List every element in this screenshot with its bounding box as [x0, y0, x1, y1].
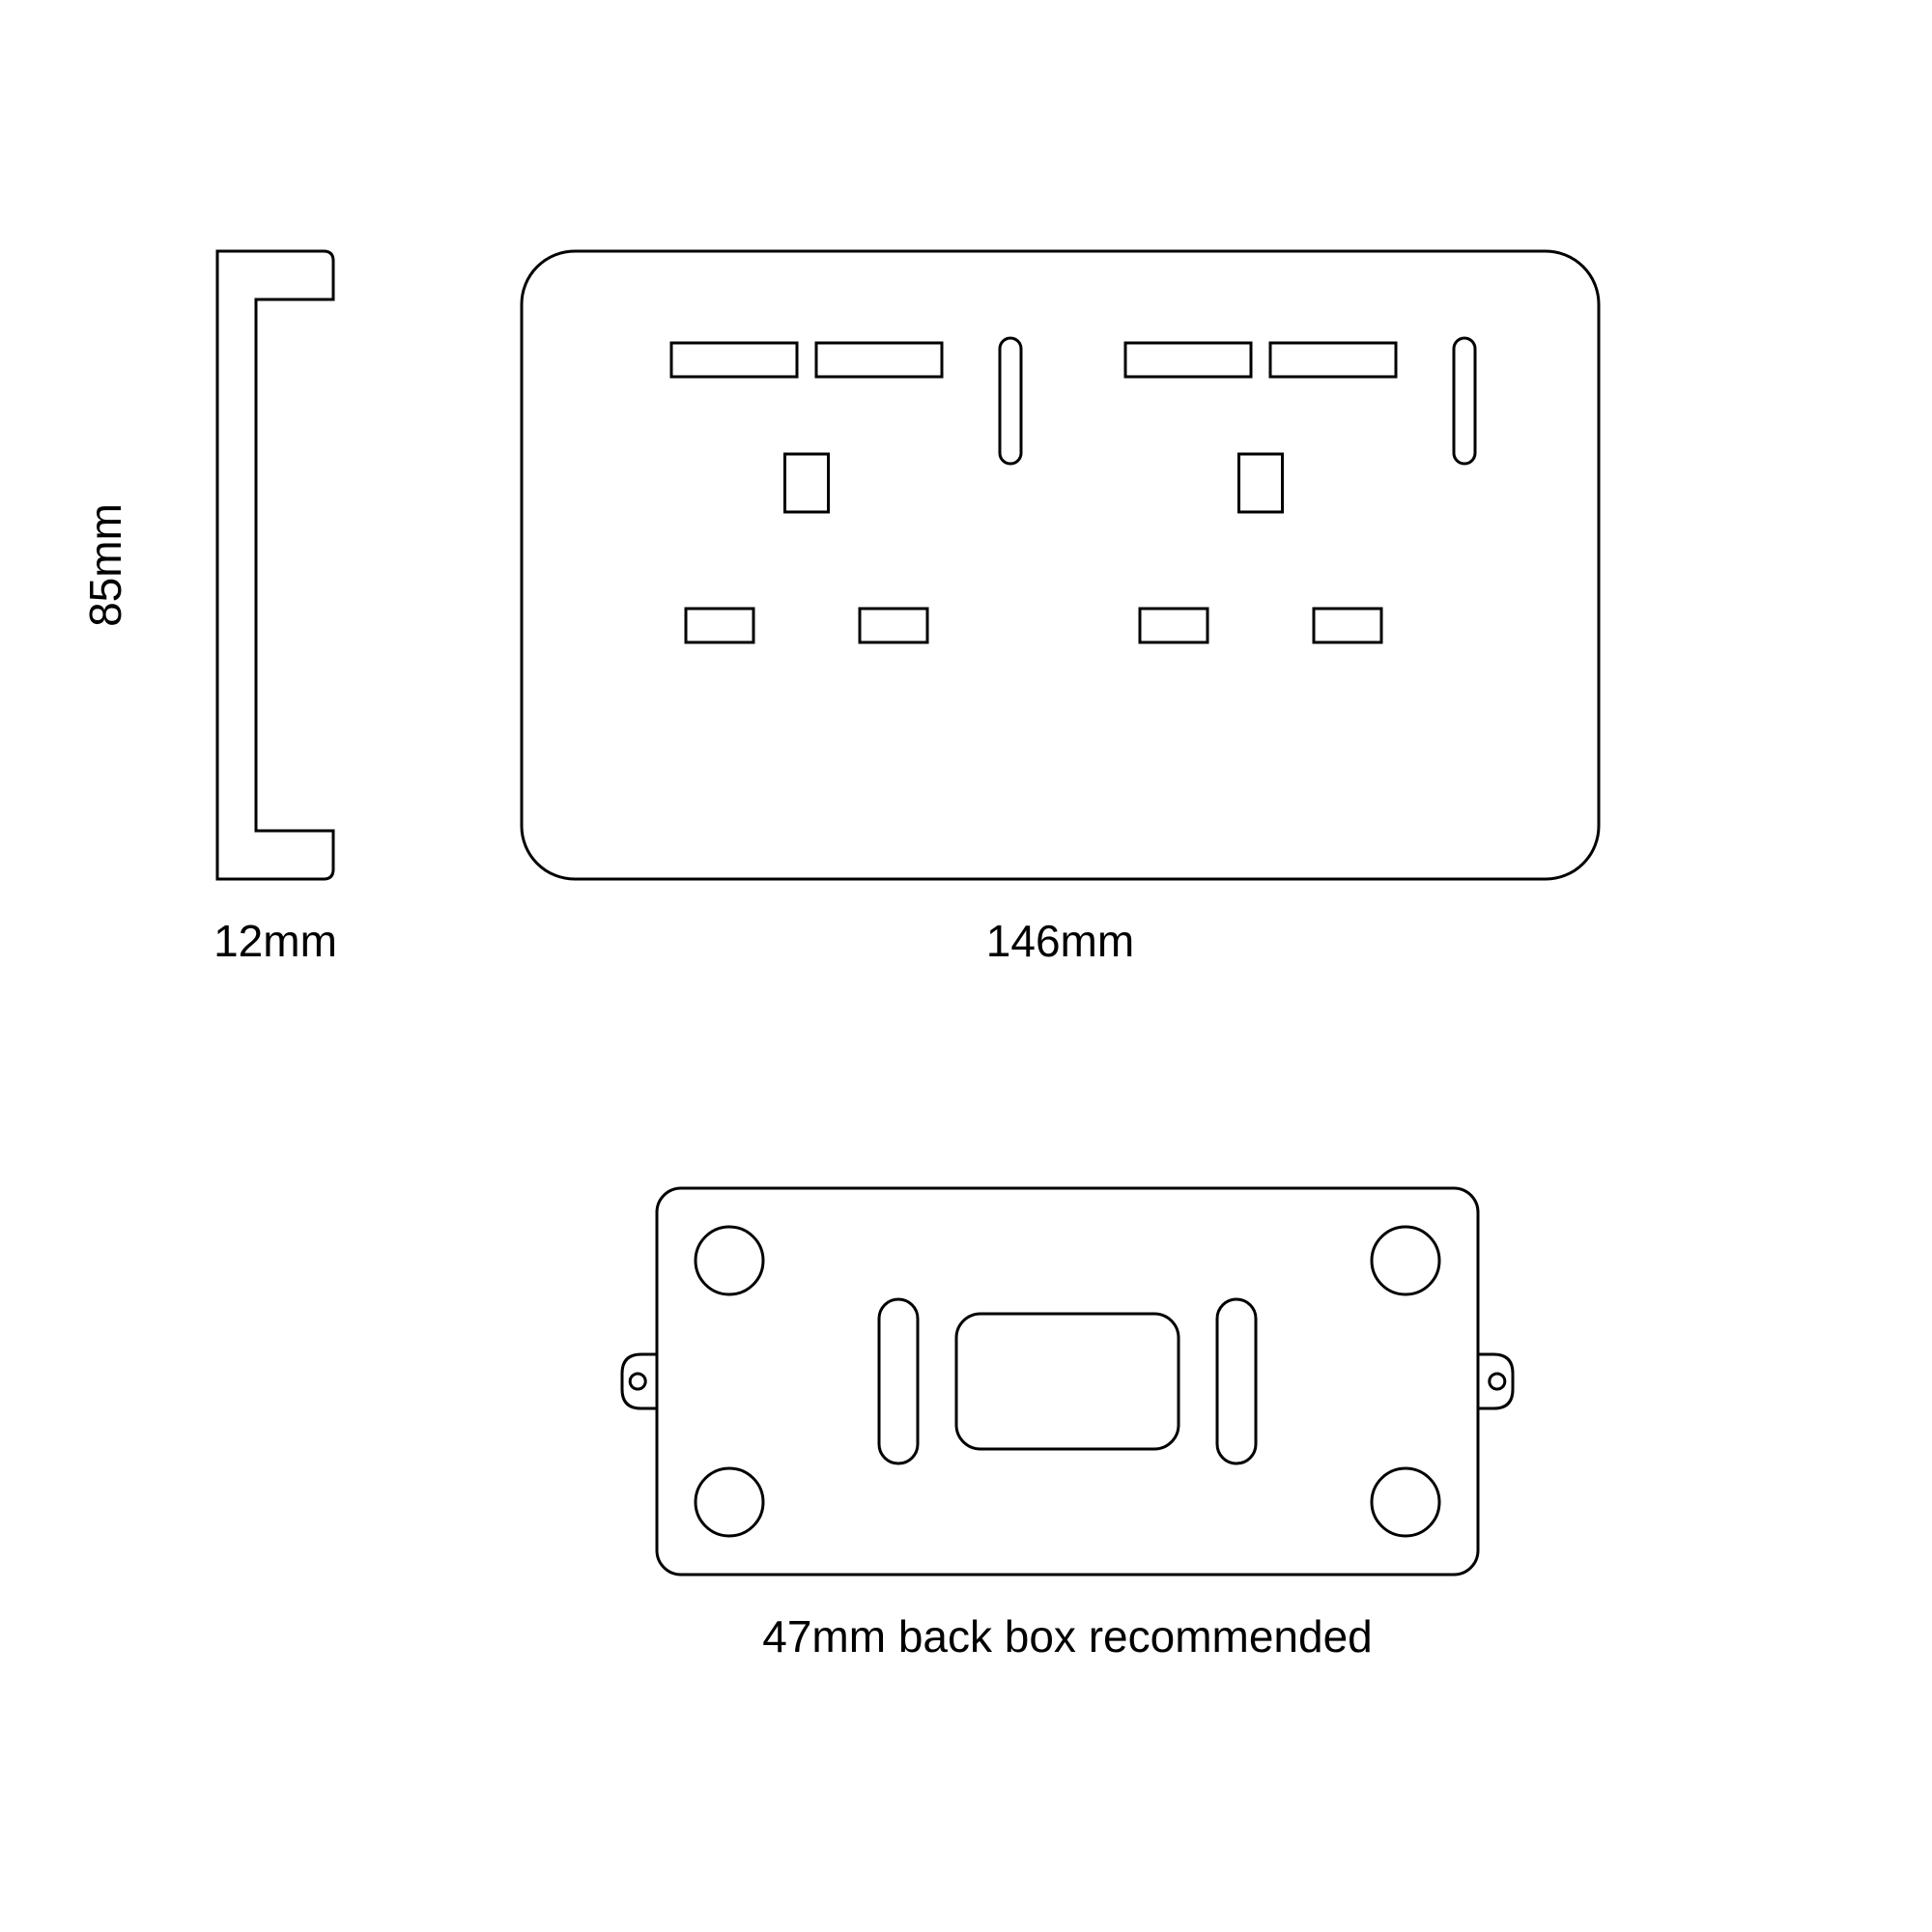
earth-pin-0 [785, 454, 829, 512]
back-box-corner-hole-3 [1372, 1468, 1439, 1536]
neutral-pin-0 [860, 609, 927, 642]
neutral-pin-1 [1314, 609, 1381, 642]
usb-slot-0-a [671, 343, 797, 377]
front-plate-outline [522, 251, 1599, 879]
back-box-outline [657, 1188, 1478, 1575]
usb-slot-1-b [1270, 343, 1396, 377]
back-box-caption: 47mm back box recommended [762, 1611, 1373, 1662]
live-pin-0 [686, 609, 753, 642]
back-box-corner-hole-1 [1372, 1227, 1439, 1294]
back-box-slot-right [1217, 1299, 1256, 1463]
technical-diagram: 85mm 12mm 146mm 47mm back box recommended [0, 0, 1932, 1932]
back-box-corner-hole-0 [696, 1227, 763, 1294]
back-box-corner-hole-2 [696, 1468, 763, 1536]
side-depth-label: 12mm [213, 916, 337, 966]
live-pin-1 [1140, 609, 1208, 642]
back-box-lug-hole-R [1490, 1374, 1505, 1389]
side-profile-outline [217, 251, 333, 879]
usb-slot-0-b [816, 343, 942, 377]
front-width-label: 146mm [986, 916, 1134, 966]
switch-1 [1454, 338, 1475, 464]
back-box-center-knockout [956, 1314, 1179, 1449]
back-box-slot-left [879, 1299, 918, 1463]
side-height-label: 85mm [80, 503, 130, 627]
switch-0 [1000, 338, 1021, 464]
back-box-lug-R [1478, 1354, 1513, 1408]
back-box-lug-L [622, 1354, 657, 1408]
back-box-lug-hole-L [630, 1374, 645, 1389]
earth-pin-1 [1239, 454, 1283, 512]
usb-slot-1-a [1125, 343, 1251, 377]
